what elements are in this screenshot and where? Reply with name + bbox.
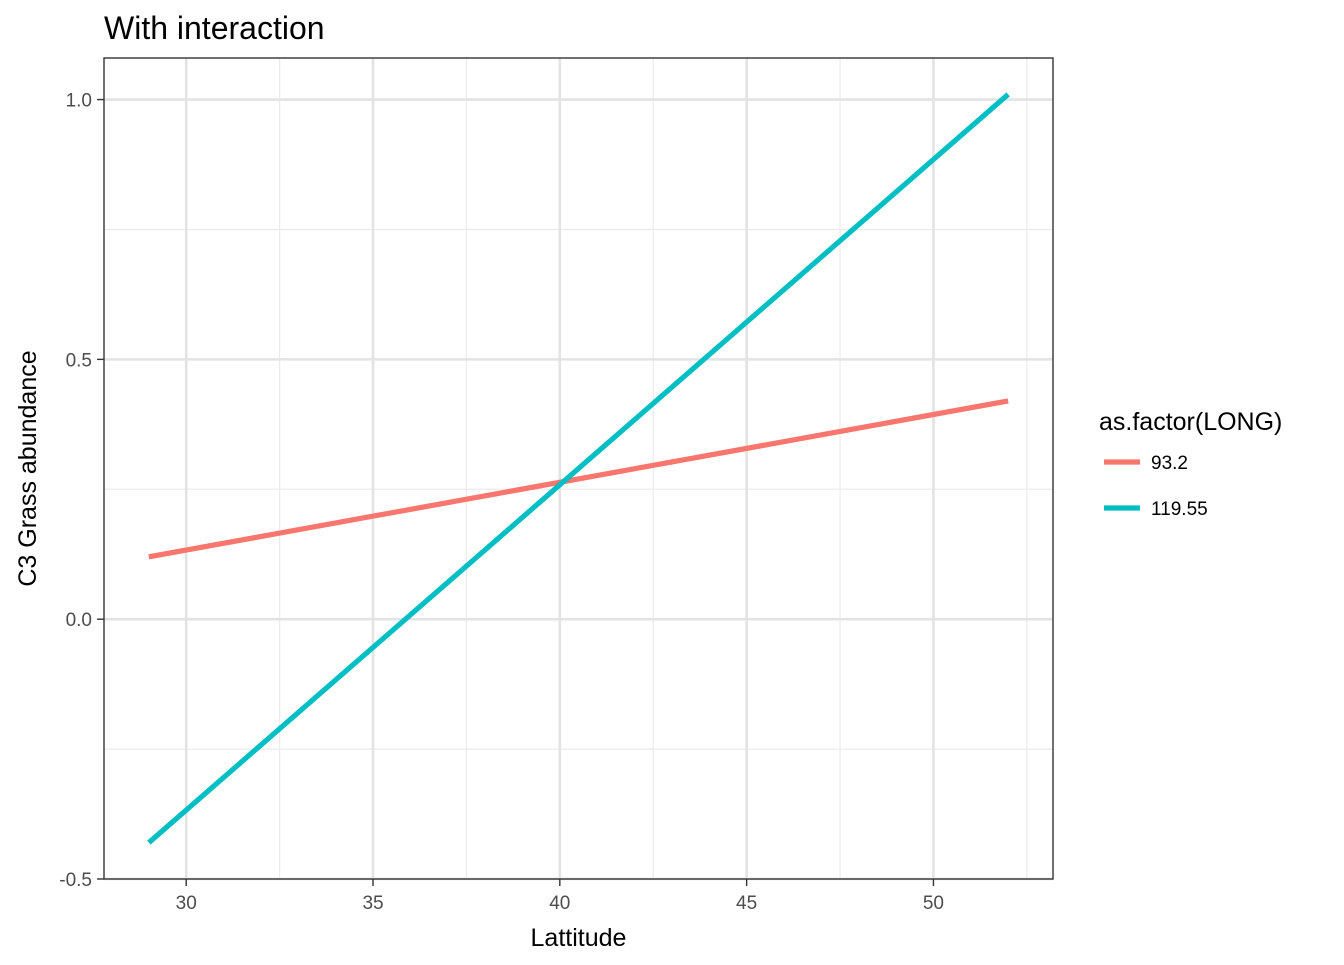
y-tick-label: -0.5 (59, 870, 92, 891)
x-tick-label: 45 (736, 893, 757, 914)
series-line-1 (148, 398, 1009, 560)
chart-title: With interaction (104, 10, 325, 46)
series-line-2 (147, 92, 1010, 845)
x-tick-label: 35 (362, 893, 383, 914)
legend-label-1: 93.2 (1151, 453, 1188, 474)
x-axis-label: Lattitude (531, 924, 627, 952)
legend-items: 93.2 119.55 (1104, 453, 1208, 520)
legend-label-2: 119.55 (1151, 499, 1208, 520)
y-tick-label: 0.5 (66, 350, 92, 371)
y-tick-label: 0.0 (66, 610, 92, 631)
legend: as.factor(LONG) 93.2 119.55 (1099, 408, 1282, 520)
y-axis-label: C3 Grass abundance (14, 350, 42, 586)
x-tick-label: 50 (923, 893, 944, 914)
y-tick-label: 1.0 (66, 91, 92, 112)
series-layer (147, 92, 1010, 845)
x-tick-label: 40 (549, 893, 570, 914)
x-tick-label: 30 (176, 893, 197, 914)
x-axis: 30 35 40 45 50 (176, 879, 944, 914)
legend-title: as.factor(LONG) (1099, 408, 1282, 436)
panel-border (103, 57, 1054, 880)
y-axis: -0.5 0.0 0.5 1.0 (59, 91, 104, 891)
